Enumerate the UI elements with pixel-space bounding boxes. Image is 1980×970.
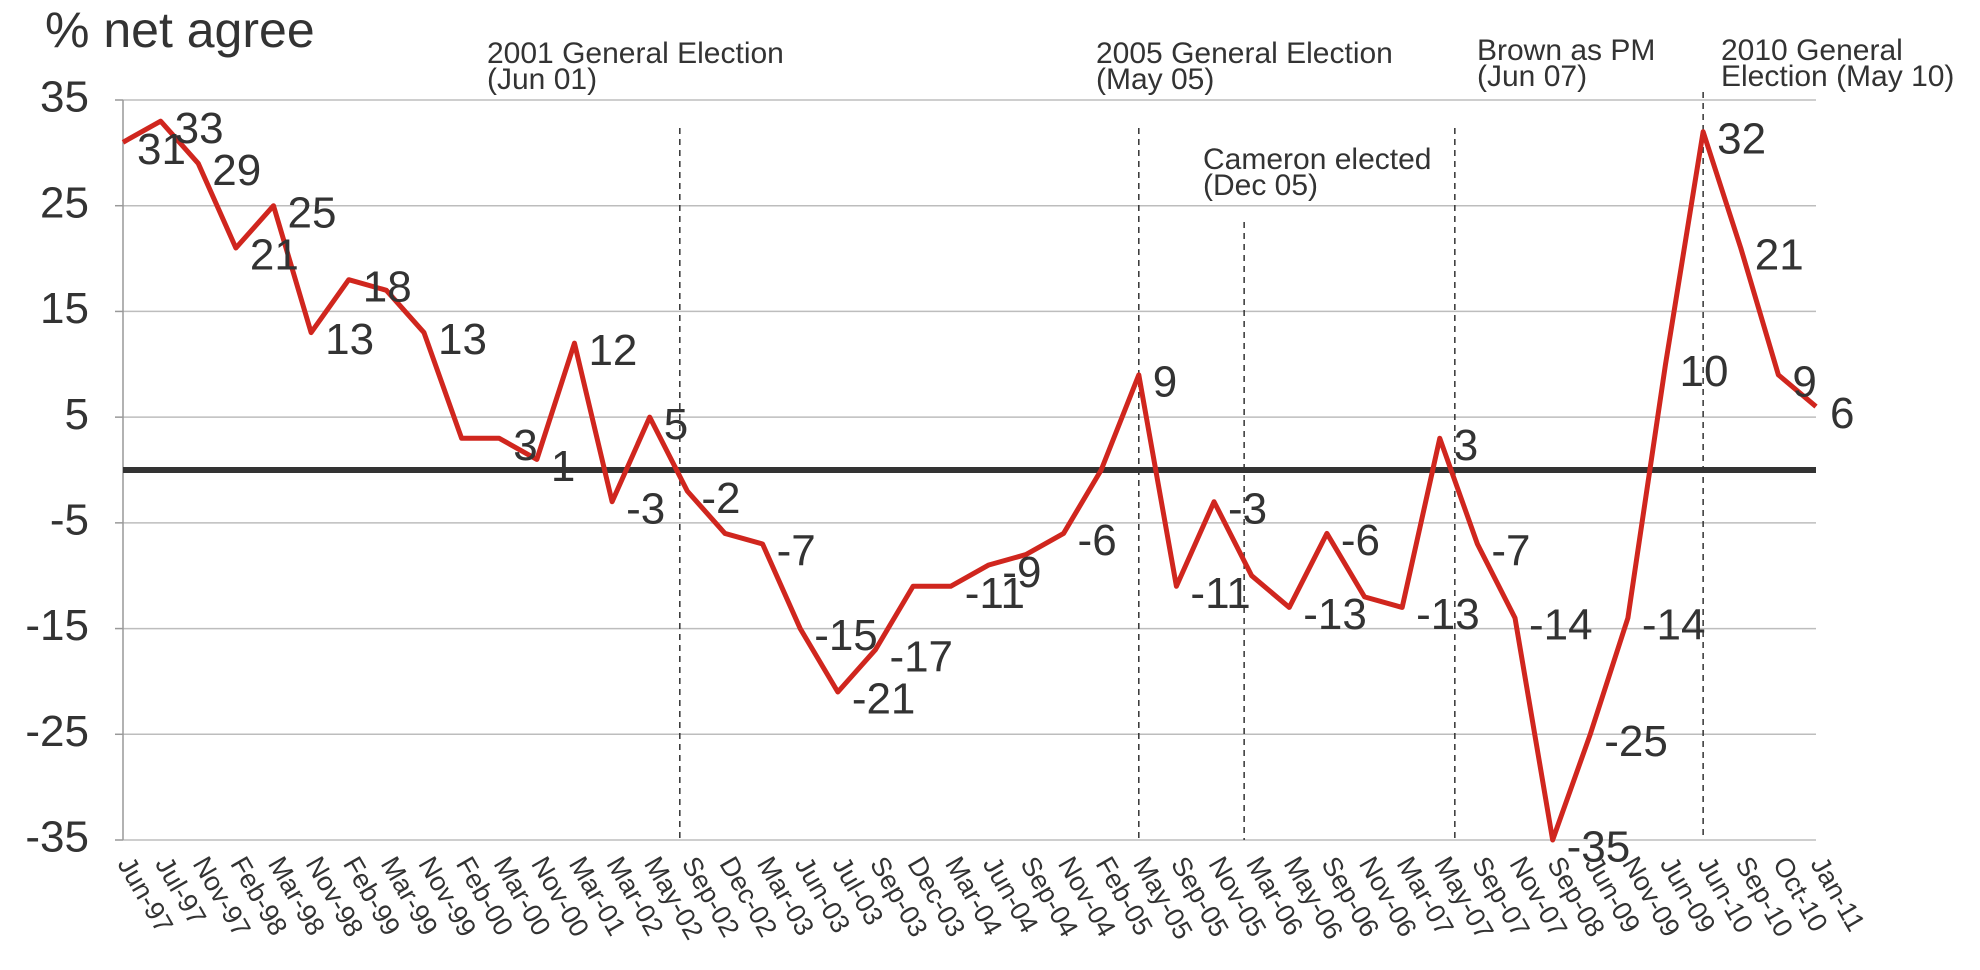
data-label: -6 xyxy=(1341,516,1380,565)
data-label: -14 xyxy=(1642,601,1706,650)
data-label: 1 xyxy=(551,442,575,491)
annotation: Election (May 10) xyxy=(1721,60,1954,93)
data-label: -13 xyxy=(1303,590,1367,639)
data-label: 3 xyxy=(1454,421,1478,470)
data-label: 13 xyxy=(438,315,487,364)
data-label: -21 xyxy=(852,675,916,724)
data-label: 13 xyxy=(325,315,374,364)
data-label: 9 xyxy=(1792,357,1816,406)
y-tick-label: 35 xyxy=(40,73,89,122)
annotation: Brown as PM xyxy=(1477,34,1655,67)
data-label: -11 xyxy=(965,569,1025,618)
annotation: (Jun 01) xyxy=(487,63,597,96)
annotation: (Dec 05) xyxy=(1203,169,1318,202)
data-label: 32 xyxy=(1717,114,1766,163)
data-label: -3 xyxy=(1228,484,1267,533)
data-label: 29 xyxy=(212,146,261,195)
annotation: (Jun 07) xyxy=(1477,60,1587,93)
data-label: -2 xyxy=(701,474,740,523)
data-label: -15 xyxy=(814,611,878,660)
line xyxy=(121,118,1818,843)
data-label: 33 xyxy=(175,104,224,153)
y-tick-label: 15 xyxy=(40,284,89,333)
data-label: -14 xyxy=(1529,601,1593,650)
data-label: 3 xyxy=(513,421,537,470)
data-label: 18 xyxy=(363,262,412,311)
data-label: 12 xyxy=(588,326,637,375)
y-tick-label: 5 xyxy=(65,390,89,439)
data-label: -7 xyxy=(777,527,816,576)
data-label: -6 xyxy=(1078,516,1117,565)
data-label: -7 xyxy=(1491,527,1530,576)
data-label: -25 xyxy=(1604,717,1668,766)
annotation: (May 05) xyxy=(1096,63,1214,96)
data-label: 31 xyxy=(137,125,186,174)
y-tick-label: -5 xyxy=(50,495,89,544)
y-tick-label: -15 xyxy=(25,601,89,650)
data-label: 9 xyxy=(1153,357,1177,406)
data-label: 25 xyxy=(287,188,336,237)
annotation: Cameron elected xyxy=(1203,143,1431,176)
data-label: -3 xyxy=(626,484,665,533)
data-label: -13 xyxy=(1416,590,1480,639)
data-label: 10 xyxy=(1680,347,1729,396)
data-label: 5 xyxy=(664,400,688,449)
y-tick-label: 25 xyxy=(40,178,89,227)
data-label: 6 xyxy=(1830,389,1854,438)
annotation: 2001 General Election xyxy=(487,37,784,70)
data-label: 21 xyxy=(1755,231,1804,280)
data-label: -17 xyxy=(889,632,953,681)
y-tick-label: -25 xyxy=(25,707,89,756)
data-label: 21 xyxy=(250,231,299,280)
annotation: 2005 General Election xyxy=(1096,37,1393,70)
annotation: 2010 General xyxy=(1721,34,1903,67)
y-tick-label: -35 xyxy=(25,813,89,862)
data-label: -9 xyxy=(1002,548,1041,597)
data-label: -11 xyxy=(1190,569,1250,618)
data-label: -35 xyxy=(1567,823,1631,872)
chart-title: % net agree xyxy=(45,2,315,58)
